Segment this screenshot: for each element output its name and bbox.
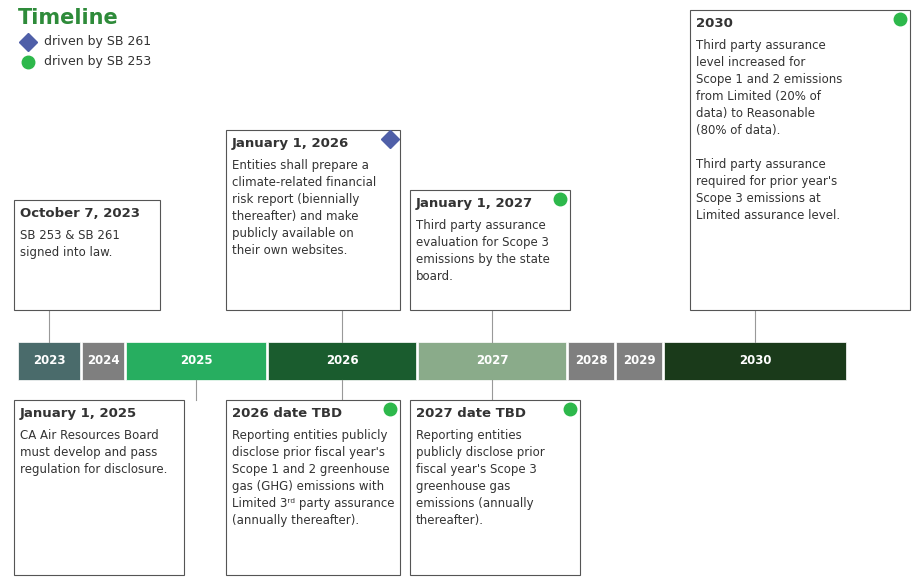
FancyBboxPatch shape (410, 190, 570, 310)
FancyBboxPatch shape (664, 342, 846, 380)
Text: driven by SB 253: driven by SB 253 (44, 55, 151, 68)
FancyBboxPatch shape (418, 342, 566, 380)
Text: Third party assurance
evaluation for Scope 3
emissions by the state
board.: Third party assurance evaluation for Sco… (416, 219, 550, 283)
Text: January 1, 2027: January 1, 2027 (416, 197, 533, 210)
FancyBboxPatch shape (226, 130, 400, 310)
Text: 2026 date TBD: 2026 date TBD (232, 407, 342, 420)
Text: October 7, 2023: October 7, 2023 (20, 207, 140, 220)
FancyBboxPatch shape (568, 342, 614, 380)
Text: 2027 date TBD: 2027 date TBD (416, 407, 526, 420)
Text: 2023: 2023 (33, 354, 65, 367)
FancyBboxPatch shape (226, 400, 400, 575)
Text: 2024: 2024 (87, 354, 120, 367)
FancyBboxPatch shape (410, 400, 580, 575)
Text: CA Air Resources Board
must develop and pass
regulation for disclosure.: CA Air Resources Board must develop and … (20, 429, 168, 476)
Text: Third party assurance
level increased for
Scope 1 and 2 emissions
from Limited (: Third party assurance level increased fo… (696, 39, 843, 222)
FancyBboxPatch shape (690, 10, 910, 310)
Text: January 1, 2025: January 1, 2025 (20, 407, 137, 420)
Text: SB 253 & SB 261
signed into law.: SB 253 & SB 261 signed into law. (20, 229, 120, 259)
Text: January 1, 2026: January 1, 2026 (232, 137, 349, 150)
Text: driven by SB 261: driven by SB 261 (44, 36, 151, 48)
Text: 2029: 2029 (623, 354, 656, 367)
FancyBboxPatch shape (18, 342, 80, 380)
Text: Entities shall prepare a
climate-related financial
risk report (biennially
there: Entities shall prepare a climate-related… (232, 159, 377, 257)
Text: 2030: 2030 (739, 354, 771, 367)
FancyBboxPatch shape (616, 342, 662, 380)
Text: 2025: 2025 (180, 354, 213, 367)
Text: Reporting entities
publicly disclose prior
fiscal year's Scope 3
greenhouse gas
: Reporting entities publicly disclose pri… (416, 429, 544, 527)
FancyBboxPatch shape (268, 342, 416, 380)
FancyBboxPatch shape (82, 342, 124, 380)
Text: Reporting entities publicly
disclose prior fiscal year's
Scope 1 and 2 greenhous: Reporting entities publicly disclose pri… (232, 429, 394, 527)
Text: 2027: 2027 (476, 354, 508, 367)
Text: 2026: 2026 (326, 354, 358, 367)
Text: Timeline: Timeline (18, 8, 119, 28)
Text: 2030: 2030 (696, 17, 733, 30)
FancyBboxPatch shape (126, 342, 266, 380)
FancyBboxPatch shape (14, 400, 184, 575)
FancyBboxPatch shape (14, 200, 160, 310)
Text: 2028: 2028 (575, 354, 607, 367)
